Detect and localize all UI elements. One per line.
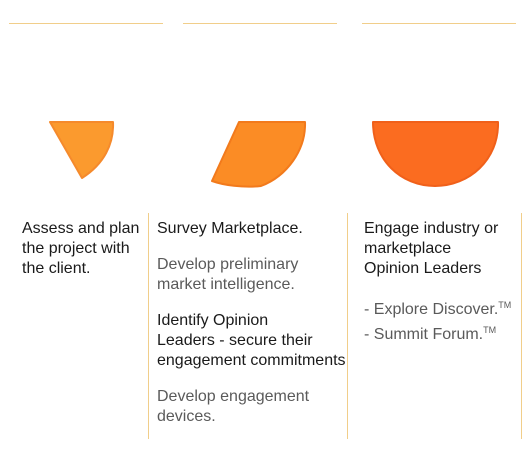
identify-leaders-line: engagement commitments — [157, 352, 346, 369]
bullet-text: - Summit Forum. — [364, 326, 484, 343]
column-divider-1 — [148, 213, 149, 439]
triangle-wedge-shape — [49, 121, 115, 179]
identify-leaders-line: Leaders - secure their — [157, 332, 313, 349]
stage-3-line: Engage industry or — [364, 220, 499, 237]
stage-2-text: Survey Marketplace. Develop preliminary … — [157, 219, 347, 427]
survey-marketplace-text: Survey Marketplace. — [157, 220, 303, 237]
stage-3-line: marketplace — [364, 240, 452, 257]
stage-3-line: Opinion Leaders — [364, 260, 482, 277]
top-divider-1 — [9, 23, 163, 24]
stage-1-line: the client. — [22, 260, 91, 277]
stage-1-text: Assess and plan the project with the cli… — [22, 219, 147, 279]
explore-discover-bullet: - Explore Discover.TM — [364, 295, 520, 320]
engagement-devices-line: devices. — [157, 408, 216, 425]
parallelogram-wedge-shape — [211, 121, 307, 188]
trademark-mark: TM — [498, 300, 512, 310]
engagement-devices-line: Develop engagement — [157, 388, 310, 405]
top-divider-2 — [183, 23, 337, 24]
stage-1-line: the project with — [22, 240, 130, 257]
half-circle-shape — [372, 121, 500, 187]
preliminary-intel-line: Develop preliminary — [157, 256, 299, 273]
trademark-mark: TM — [483, 325, 497, 335]
column-divider-2 — [347, 213, 348, 439]
column-divider-3 — [521, 213, 522, 439]
stage-1-line: Assess and plan — [22, 220, 140, 237]
identify-leaders-line: Identify Opinion — [157, 312, 269, 329]
stage-3-text: Engage industry or marketplace Opinion L… — [364, 219, 520, 345]
bullet-text: - Explore Discover. — [364, 301, 499, 318]
preliminary-intel-line: market intelligence. — [157, 276, 295, 293]
summit-forum-bullet: - Summit Forum.TM — [364, 320, 520, 345]
top-divider-3 — [362, 23, 516, 24]
